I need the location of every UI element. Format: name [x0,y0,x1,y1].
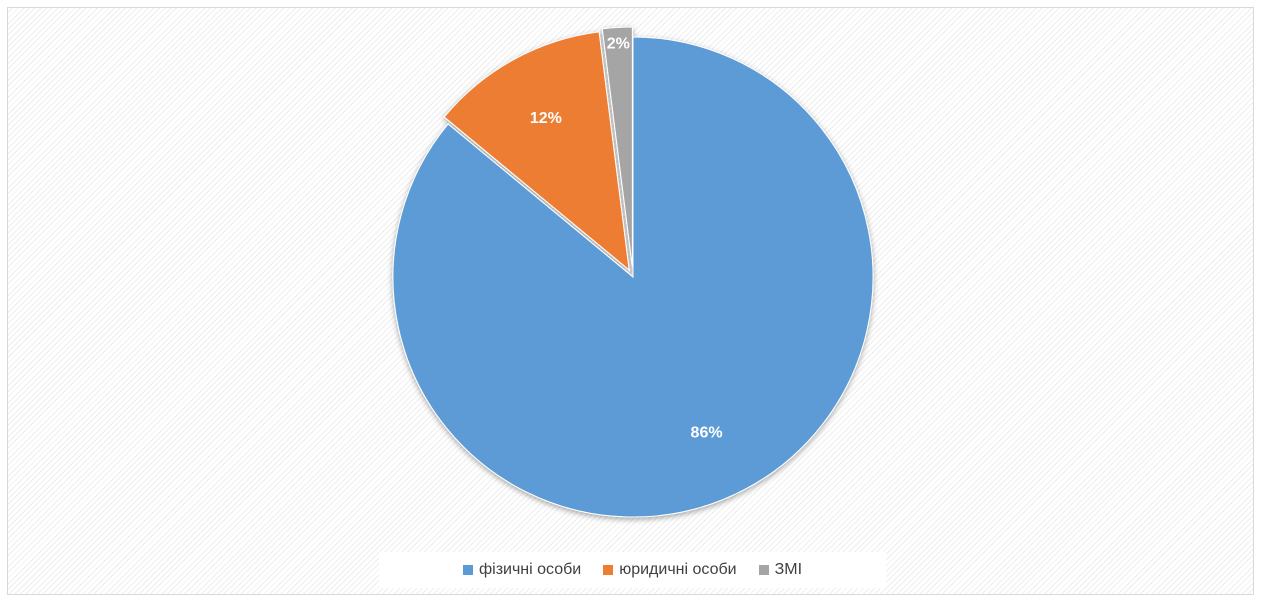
data-label-legal-entities: 12% [530,110,562,127]
legend-label-individuals: фізичні особи [478,561,582,578]
legend-label-legal-entities: юридичні особи [619,561,737,578]
legend-label-media: ЗМІ [774,561,803,578]
legend-item-individuals: фізичні особи [462,561,582,579]
legend-item-legal-entities: юридичні особи [603,561,737,579]
legend-swatch-individuals [462,565,473,575]
legend-swatch-legal-entities [603,565,614,575]
legend: фізичні особи юридичні особи ЗМІ [379,552,886,588]
pie-slice-individuals [392,36,874,518]
data-label-individuals: 86% [691,425,723,442]
data-label-media: 2% [607,35,630,52]
legend-swatch-media [758,565,769,575]
pie-slice-media [601,26,633,268]
legend-item-media: ЗМІ [758,561,803,579]
pie-slice-legal-entities [443,31,630,272]
